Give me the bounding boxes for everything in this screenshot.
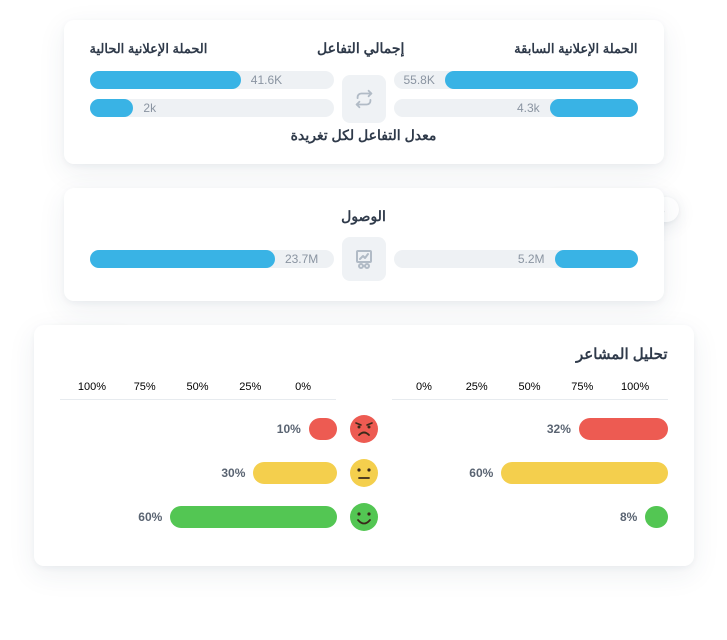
axis-tick: 25% [224,381,277,393]
bar-fill [170,506,336,528]
engagement-header: الحملة الإعلانية السابقة إجمالي التفاعل … [90,40,638,57]
neutral-emoji [349,458,379,488]
reach-bar-current: 23.7M [90,250,334,268]
sentiment-card: تحليل المشاعر 100%75%50%25%0% 100%75%50%… [34,325,694,566]
axis-tick: 0% [398,381,451,393]
engagement-bar-previous: 4.3k [394,99,638,117]
bar-fill [253,462,336,484]
engagement-title: إجمالي التفاعل [317,40,404,57]
sentiment-bar-left: 30% [60,462,337,484]
sentiment-value-left: 10% [269,422,309,436]
bar-fill [645,506,667,528]
axis-tick: 0% [277,381,330,393]
campaign-previous-label: الحملة الإعلانية السابقة [514,41,637,57]
engagement-bar-previous: 55.8K [394,71,638,89]
bar-fill [445,71,638,89]
bar-fill [309,418,337,440]
sentiment-bar-left: 10% [60,418,337,440]
bar-fill [555,250,638,268]
bar-fill [501,462,667,484]
reach-card: الوصول 5.2M 23.7M [64,188,664,301]
reach-title: الوصول [90,208,638,225]
happy-emoji [349,502,379,532]
engagement-card: الحملة الإعلانية السابقة إجمالي التفاعل … [64,20,664,164]
reach-value-previous: 5.2M [508,252,555,266]
sentiment-value-right: 60% [461,466,501,480]
sentiment-row: 60% 30% [60,458,668,488]
sentiment-value-right: 8% [612,510,645,524]
engagement-value-previous: 55.8K [394,73,445,87]
engagement-value-current: 2k [133,101,166,115]
axis-tick: 25% [450,381,503,393]
engagement-subtitle: معدل التفاعل لكل تغريدة [90,127,638,144]
angry-emoji [349,414,379,444]
axis-tick: 50% [503,381,556,393]
bar-fill [579,418,668,440]
sentiment-bar-right: 32% [391,418,668,440]
axis-tick: 50% [171,381,224,393]
sentiment-axis: 100%75%50%25%0% 100%75%50%25%0% [60,381,668,400]
sentiment-bar-left: 60% [60,506,337,528]
sentiment-title: تحليل المشاعر [60,345,668,363]
axis-tick: 75% [118,381,171,393]
engagement-bar-current: 2k [90,99,334,117]
engagement-value-current: 41.6K [241,73,292,87]
reach-icon [342,237,386,281]
campaign-current-label: الحملة الإعلانية الحالية [90,41,208,57]
axis-tick: 75% [556,381,609,393]
bar-fill [90,71,241,89]
axis-tick: 100% [66,381,119,393]
bar-fill [550,99,638,117]
reach-bar-previous: 5.2M [394,250,638,268]
engagement-row: 55.8K 41.6K [90,71,638,89]
bar-fill [90,250,275,268]
sentiment-row: 32% 10% [60,414,668,444]
bar-fill [90,99,134,117]
sentiment-bar-right: 8% [391,506,668,528]
axis-tick: 100% [609,381,662,393]
reach-value-current: 23.7M [275,252,328,266]
sentiment-bar-right: 60% [391,462,668,484]
sentiment-row: 8% 60% [60,502,668,532]
engagement-value-previous: 4.3k [507,101,550,115]
sentiment-value-left: 60% [130,510,170,524]
sentiment-value-left: 30% [213,466,253,480]
retweet-icon [342,75,386,123]
sentiment-value-right: 32% [539,422,579,436]
engagement-bar-current: 41.6K [90,71,334,89]
